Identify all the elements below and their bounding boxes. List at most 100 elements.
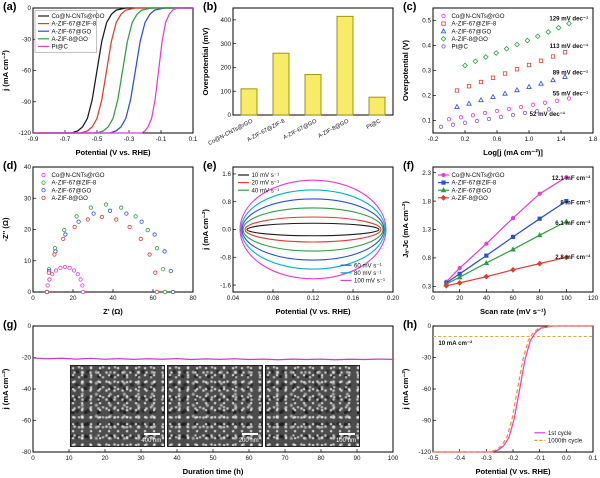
chart-primitive	[483, 260, 490, 266]
series-A-ZIF-67@ZIF-8	[44, 202, 168, 295]
scale-label: 200 nm	[238, 438, 259, 444]
legend-label: A-ZIF-67@GO	[52, 28, 92, 35]
chart-primitive	[450, 122, 456, 127]
chart-primitive	[78, 277, 83, 282]
y-tick-label: -30	[22, 36, 32, 43]
chart-primitive	[47, 277, 52, 282]
panel-d: (d) 0 20 40 60 80 0 10 20 30 40 Z' (Ω) -Z'' (Ω) Co@N…	[0, 159, 200, 318]
panel-label-d: (d)	[3, 160, 18, 172]
chart-root-d: 0 20 40 60 80 0 10 20 30 40 Z' (Ω) -Z'' (Ω) Co@N-CNT…	[1, 164, 197, 316]
chart-primitive	[154, 289, 160, 295]
annotation: 129 mV dec⁻¹	[549, 16, 588, 23]
chart-primitive	[53, 268, 59, 273]
x-tick-label: 0.0	[562, 455, 571, 462]
chart-primitive	[63, 232, 68, 237]
legend-label: 1000th cycle	[548, 438, 583, 445]
sem-image-2: 200 nm	[167, 365, 263, 447]
series-A-ZIF-8@GO	[443, 254, 570, 289]
chart-primitive	[530, 102, 536, 107]
series-Co@N-CNTs@rGO	[32, 357, 394, 361]
chart-primitive	[456, 274, 463, 280]
panel-label-h: (h)	[403, 319, 418, 331]
chart-primitive	[534, 33, 541, 40]
chart-primitive	[446, 220, 567, 285]
chart-primitive	[510, 216, 516, 221]
y-tick-label: 0	[27, 323, 31, 330]
chart-primitive	[466, 100, 472, 106]
chart-primitive	[153, 270, 158, 275]
x-axis-label: Potential (V vs. RHE)	[275, 307, 351, 316]
y-tick-label: -120	[18, 130, 31, 137]
chart-primitive	[537, 191, 542, 196]
bar-value	[272, 52, 290, 116]
chart-primitive	[62, 228, 67, 233]
chart-primitive	[242, 207, 384, 252]
y-tick-label: -90	[422, 418, 432, 425]
chart-primitive	[564, 198, 569, 204]
chart-primitive	[443, 282, 450, 289]
x-tick-label: 20	[69, 295, 77, 302]
y-tick-label: 0	[27, 289, 31, 296]
chart-primitive	[518, 104, 524, 110]
chart-primitive	[510, 112, 516, 118]
x-tick-label: 0	[31, 455, 35, 462]
chart-primitive	[62, 264, 68, 270]
x-tick-label: 20	[101, 455, 109, 462]
y-axis-label: j (mA cm⁻²)	[401, 368, 410, 410]
y-tick-label: 1.3	[422, 227, 431, 234]
chart-primitive	[61, 236, 66, 241]
legend-label: A-ZIF-67@GO	[452, 187, 492, 194]
chart-primitive	[33, 7, 193, 134]
y-tick-label: -60	[22, 418, 32, 425]
chart-primitive	[440, 187, 447, 193]
chart-primitive	[76, 219, 81, 224]
chart-primitive	[127, 224, 132, 230]
y-axis-label: Overpotential (mV)	[201, 27, 210, 95]
panel-label-b: (b)	[203, 1, 218, 13]
y-tick-label: 0.5	[422, 18, 431, 25]
annotation: 12.1 mF cm⁻²	[552, 175, 590, 182]
chart-primitive	[147, 252, 152, 257]
series-Co@N-CNTs@rGO	[444, 175, 569, 284]
panel-g: (g) 0 10 20 30 40 50 60 70 80 90 100 0 -20 -40 -60 -80 D…	[0, 318, 400, 478]
chart-primitive	[440, 28, 447, 34]
chart-primitive	[152, 232, 157, 237]
x-tick-label: 0.08	[267, 295, 280, 302]
x-tick-label: -0.3	[124, 136, 135, 143]
chart-primitive	[502, 71, 508, 76]
x-axis-label: Scan rate (mV s⁻¹)	[480, 307, 547, 316]
chart-primitive	[514, 86, 520, 93]
y-tick-label: 30	[24, 195, 32, 202]
panel-label-e: (e)	[203, 160, 217, 172]
chart-primitive	[484, 241, 489, 246]
chart-primitive	[72, 224, 77, 230]
x-axis-label: Potential (V vs. RHE)	[475, 467, 551, 476]
y-tick-label: 0.2	[422, 93, 431, 100]
y-tick-label: -1.6	[220, 282, 231, 289]
chart-primitive	[162, 249, 167, 254]
chart-primitive	[526, 62, 532, 68]
y-tick-label: -20	[22, 355, 32, 362]
x-tick-label: 0.2	[461, 136, 470, 143]
chart-primitive	[503, 45, 510, 52]
sem-image-1: 400 nm	[70, 365, 166, 447]
series-A-ZIF-8@GO	[462, 20, 572, 69]
chart-primitive	[124, 211, 129, 216]
y-tick-label: 100	[220, 88, 231, 95]
chart-primitive	[445, 200, 567, 284]
y-tick-label: 0	[427, 323, 431, 330]
chart-primitive	[32, 357, 394, 361]
chart-primitive	[160, 267, 166, 272]
panel-f: (f) 0 20 40 60 80 100 120 0.3 0.8 1.3 1.8 2.3 Scan r…	[400, 159, 600, 318]
y-tick-label: 1.6	[222, 171, 231, 178]
x-tick-label: 1.0	[525, 136, 534, 143]
chart-primitive	[554, 98, 560, 103]
chart-primitive	[474, 118, 480, 124]
legend-label: 10 mV s⁻¹	[252, 172, 280, 179]
chart-primitive	[470, 113, 476, 118]
panel-label-a: (a)	[3, 1, 17, 13]
y-axis-label: Overpotential (V)	[401, 39, 410, 101]
chart-primitive	[486, 116, 492, 122]
series-Co@N-CNTs@rGO	[44, 264, 86, 295]
